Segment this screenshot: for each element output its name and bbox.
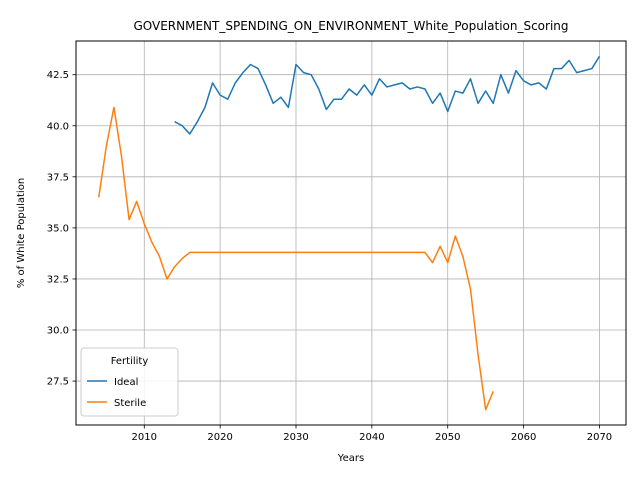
y-tick-label: 42.5 bbox=[47, 70, 69, 81]
y-tick-label: 32.5 bbox=[47, 274, 69, 285]
x-axis-title: Years bbox=[337, 453, 364, 464]
legend: Fertility Ideal Sterile bbox=[80, 347, 179, 417]
legend-box bbox=[80, 347, 179, 417]
y-axis: 27.5 30.0 32.5 35.0 37.5 40.0 42.5 bbox=[47, 70, 76, 388]
x-tick-label: 2050 bbox=[435, 432, 460, 443]
x-tick-label: 2060 bbox=[511, 432, 536, 443]
series-line-sterile bbox=[98, 106, 494, 411]
x-tick-label: 2040 bbox=[359, 432, 384, 443]
x-tick-label: 2070 bbox=[587, 432, 612, 443]
series-line-ideal bbox=[174, 55, 601, 135]
x-tick-label: 2010 bbox=[132, 432, 157, 443]
legend-title: Fertility bbox=[111, 356, 149, 367]
plot-frame bbox=[75, 40, 627, 426]
x-tick-label: 2020 bbox=[207, 432, 232, 443]
y-tick-label: 27.5 bbox=[47, 377, 69, 388]
y-tick-label: 35.0 bbox=[47, 223, 69, 234]
y-tick-label: 37.5 bbox=[47, 172, 69, 183]
y-tick-label: 30.0 bbox=[47, 326, 69, 337]
legend-label-ideal: Ideal bbox=[114, 377, 138, 388]
y-axis-title: % of White Population bbox=[16, 178, 27, 288]
y-tick-label: 40.0 bbox=[47, 121, 69, 132]
legend-label-sterile: Sterile bbox=[114, 398, 146, 409]
series-layer bbox=[98, 55, 601, 411]
x-axis: 2010 2020 2030 2040 2050 2060 2070 bbox=[132, 425, 612, 443]
chart-title: GOVERNMENT_SPENDING_ON_ENVIRONMENT_White… bbox=[133, 19, 568, 33]
x-tick-label: 2030 bbox=[283, 432, 308, 443]
